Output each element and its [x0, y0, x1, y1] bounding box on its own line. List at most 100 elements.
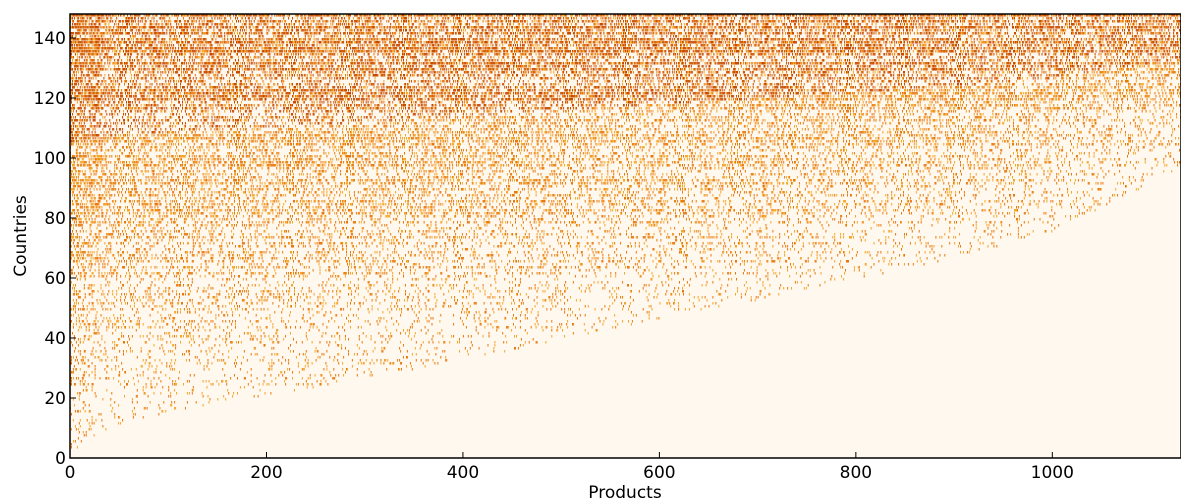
heatmap-cell [154, 164, 155, 167]
heatmap-cell [139, 89, 140, 92]
heatmap-cell [86, 53, 87, 56]
heatmap-cell [166, 29, 167, 32]
heatmap-cell [138, 128, 139, 131]
heatmap-cell [104, 137, 105, 140]
heatmap-cell [137, 56, 138, 59]
heatmap-cell [96, 83, 97, 86]
heatmap-cell [81, 41, 82, 44]
heatmap-cell [150, 164, 151, 167]
heatmap-cell [128, 155, 129, 158]
heatmap-cell [164, 353, 165, 356]
heatmap-cell [83, 242, 84, 245]
heatmap-cell [134, 266, 135, 269]
heatmap-cell [100, 53, 101, 56]
heatmap-cell [96, 257, 97, 260]
heatmap-cell [94, 284, 95, 287]
heatmap-cell [108, 89, 109, 92]
heatmap-cell [73, 356, 74, 359]
heatmap-cell [130, 56, 131, 59]
heatmap-cell [92, 203, 93, 206]
heatmap-cell [79, 44, 80, 47]
heatmap-cell [131, 188, 132, 191]
heatmap-cell [81, 44, 82, 47]
heatmap-cell [110, 320, 111, 323]
heatmap-cell [141, 77, 142, 80]
heatmap-cell [89, 164, 90, 167]
heatmap-cell [103, 101, 104, 104]
heatmap-cell [81, 68, 82, 71]
heatmap-cell [85, 212, 86, 215]
heatmap-cell [95, 185, 96, 188]
heatmap-cell [84, 92, 85, 95]
heatmap-cell [89, 182, 90, 185]
heatmap-cell [73, 185, 74, 188]
heatmap-cell [117, 92, 118, 95]
heatmap-cell [154, 119, 155, 122]
heatmap-cell [173, 236, 174, 239]
heatmap-cell [153, 92, 154, 95]
heatmap-cell [101, 113, 102, 116]
heatmap-cell [83, 173, 84, 176]
heatmap-cell [97, 152, 98, 155]
heatmap-cell [80, 410, 81, 413]
heatmap-cell [73, 239, 74, 242]
heatmap-cell [98, 320, 99, 323]
heatmap-cell [104, 341, 105, 344]
heatmap-cell [108, 233, 109, 236]
heatmap-cell [119, 110, 120, 113]
heatmap-cell [95, 221, 96, 224]
heatmap-cell [160, 107, 161, 110]
heatmap-cell [114, 173, 115, 176]
heatmap-cell [147, 335, 148, 338]
heatmap-cell [72, 68, 73, 71]
heatmap-cell [99, 125, 100, 128]
heatmap-cell [145, 47, 146, 50]
heatmap-cell [75, 68, 76, 71]
heatmap-cell [97, 26, 98, 29]
heatmap-cell [83, 125, 84, 128]
heatmap-cell [74, 134, 75, 137]
heatmap-cell [84, 287, 85, 290]
heatmap-cell [170, 209, 171, 212]
heatmap-cell [156, 149, 157, 152]
heatmap-cell [134, 200, 135, 203]
heatmap-cell [123, 68, 124, 71]
heatmap-cell [79, 125, 80, 128]
heatmap-cell [101, 239, 102, 242]
heatmap-cell [153, 191, 154, 194]
heatmap-cell [140, 254, 141, 257]
heatmap-cell [116, 326, 117, 329]
heatmap-cell [130, 179, 131, 182]
heatmap-cell [161, 110, 162, 113]
heatmap-cell [82, 50, 83, 53]
heatmap-cell [119, 350, 120, 353]
heatmap-cell [85, 218, 86, 221]
heatmap-cell [104, 347, 105, 350]
heatmap-cell [144, 89, 145, 92]
heatmap-cell [101, 179, 102, 182]
heatmap-cell [162, 104, 163, 107]
heatmap-cell [95, 143, 96, 146]
heatmap-cell [103, 89, 104, 92]
heatmap-cell [105, 236, 106, 239]
heatmap-cell [162, 71, 163, 74]
heatmap-cell [113, 56, 114, 59]
heatmap-cell [156, 146, 157, 149]
heatmap-cell [98, 161, 99, 164]
heatmap-cell [137, 53, 138, 56]
heatmap-cell [89, 323, 90, 326]
heatmap-cell [171, 161, 172, 164]
heatmap-cell [88, 179, 89, 182]
heatmap-cell [114, 101, 115, 104]
heatmap-cell [119, 209, 120, 212]
heatmap-cell [168, 332, 169, 335]
heatmap-cell [108, 125, 109, 128]
heatmap-cell [145, 32, 146, 35]
heatmap-cell [128, 143, 129, 146]
heatmap-cell [121, 173, 122, 176]
heatmap-cell [133, 215, 134, 218]
heatmap-cell [76, 230, 77, 233]
heatmap-cell [161, 101, 162, 104]
heatmap-cell [154, 245, 155, 248]
heatmap-cell [86, 32, 87, 35]
